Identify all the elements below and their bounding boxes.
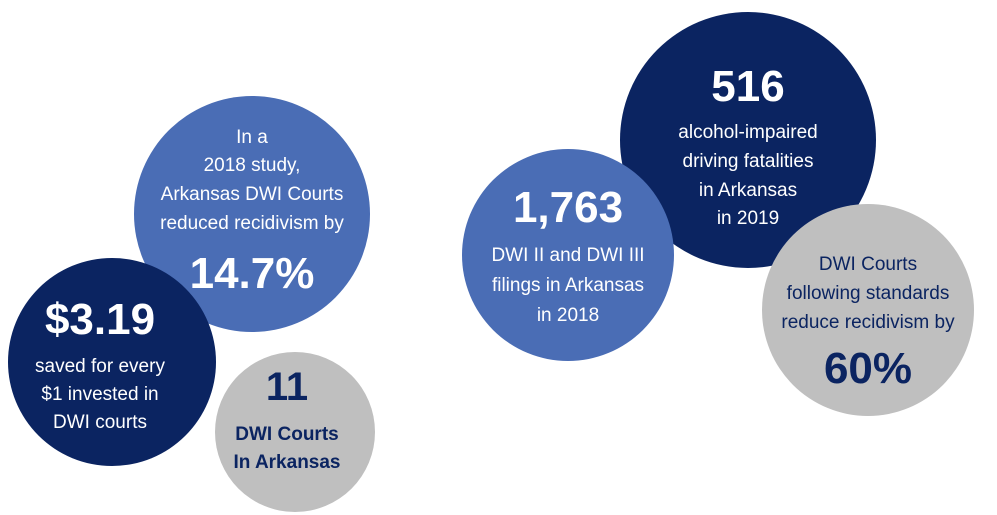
circle-text: reduced recidivism by [160, 213, 344, 234]
circle-figure: 14.7% [190, 249, 315, 298]
circle-text: Arkansas DWI Courts [161, 184, 344, 205]
circle-text: DWI courts [53, 412, 147, 433]
circle-figure: 1,763 [513, 183, 623, 232]
circle [215, 352, 375, 512]
circle-text: In Arkansas [233, 452, 340, 473]
circle-savings: $3.19 saved for every $1 invested in DWI… [8, 258, 216, 466]
circle-text: following standards [787, 283, 950, 304]
circle-study: In a 2018 study, Arkansas DWI Courts red… [134, 96, 370, 332]
circle [462, 149, 674, 361]
circle-standards: DWI Courts following standards reduce re… [762, 204, 974, 416]
circle [762, 204, 974, 416]
circle-courts: 11 DWI Courts In Arkansas [215, 352, 375, 512]
circle-text: alcohol-impaired [678, 122, 817, 143]
circle-text: DWI II and DWI III [491, 245, 644, 266]
circle-text: In a [236, 127, 268, 148]
circle [620, 12, 876, 268]
circle-text: $1 invested in [41, 384, 158, 405]
circle-text: 2018 study, [204, 155, 301, 176]
circle-figure: 60% [824, 344, 912, 393]
circle-text: DWI Courts [819, 254, 917, 275]
circle-text: reduce recidivism by [781, 312, 955, 333]
circle-figure: $3.19 [45, 295, 155, 344]
circle [8, 258, 216, 466]
circle-figure: 11 [266, 365, 308, 409]
circle-text: in 2019 [717, 208, 779, 229]
circle-filings: 1,763 DWI II and DWI III filings in Arka… [462, 149, 674, 361]
circle-text: DWI Courts [235, 424, 338, 445]
circle-figure: 516 [711, 62, 784, 111]
circle-text: filings in Arkansas [492, 275, 644, 296]
circle-fatalities: 516 alcohol-impaired driving fatalities … [620, 12, 876, 268]
circle-text: in Arkansas [699, 180, 797, 201]
circle-text: saved for every [35, 356, 165, 377]
circle-text: in 2018 [537, 305, 599, 326]
circle [134, 96, 370, 332]
circle-text: driving fatalities [683, 151, 814, 172]
